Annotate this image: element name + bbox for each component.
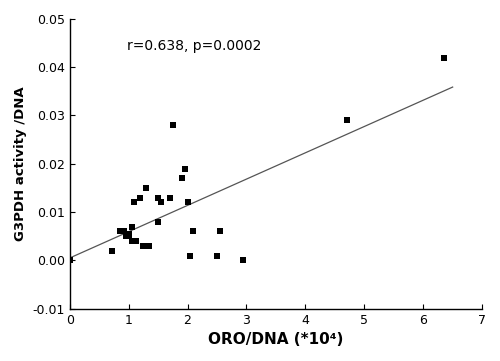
- Point: [116, 229, 124, 234]
- Y-axis label: G3PDH activity /DNA: G3PDH activity /DNA: [14, 87, 27, 241]
- Point: [180, 166, 188, 171]
- Point: [440, 55, 448, 60]
- Point: [216, 229, 224, 234]
- Point: [240, 257, 248, 263]
- Point: [108, 248, 116, 254]
- Point: [190, 229, 198, 234]
- Point: [136, 195, 144, 200]
- Point: [145, 243, 153, 249]
- Point: [142, 185, 150, 191]
- Point: [154, 195, 162, 200]
- Point: [186, 253, 194, 258]
- Point: [124, 233, 132, 239]
- Point: [213, 253, 221, 258]
- Point: [166, 195, 174, 200]
- Point: [120, 229, 128, 234]
- Point: [128, 238, 136, 244]
- Point: [342, 117, 350, 123]
- Point: [157, 200, 165, 205]
- Point: [124, 231, 132, 237]
- Text: r=0.638, p=0.0002: r=0.638, p=0.0002: [128, 39, 262, 53]
- Point: [184, 200, 192, 205]
- Point: [132, 238, 140, 244]
- Point: [130, 200, 138, 205]
- Point: [122, 233, 130, 239]
- Point: [66, 257, 74, 263]
- Point: [140, 243, 147, 249]
- Point: [178, 175, 186, 181]
- Point: [169, 122, 177, 128]
- Point: [128, 224, 136, 230]
- Point: [154, 219, 162, 225]
- X-axis label: ORO/DNA (*10⁴): ORO/DNA (*10⁴): [208, 332, 344, 347]
